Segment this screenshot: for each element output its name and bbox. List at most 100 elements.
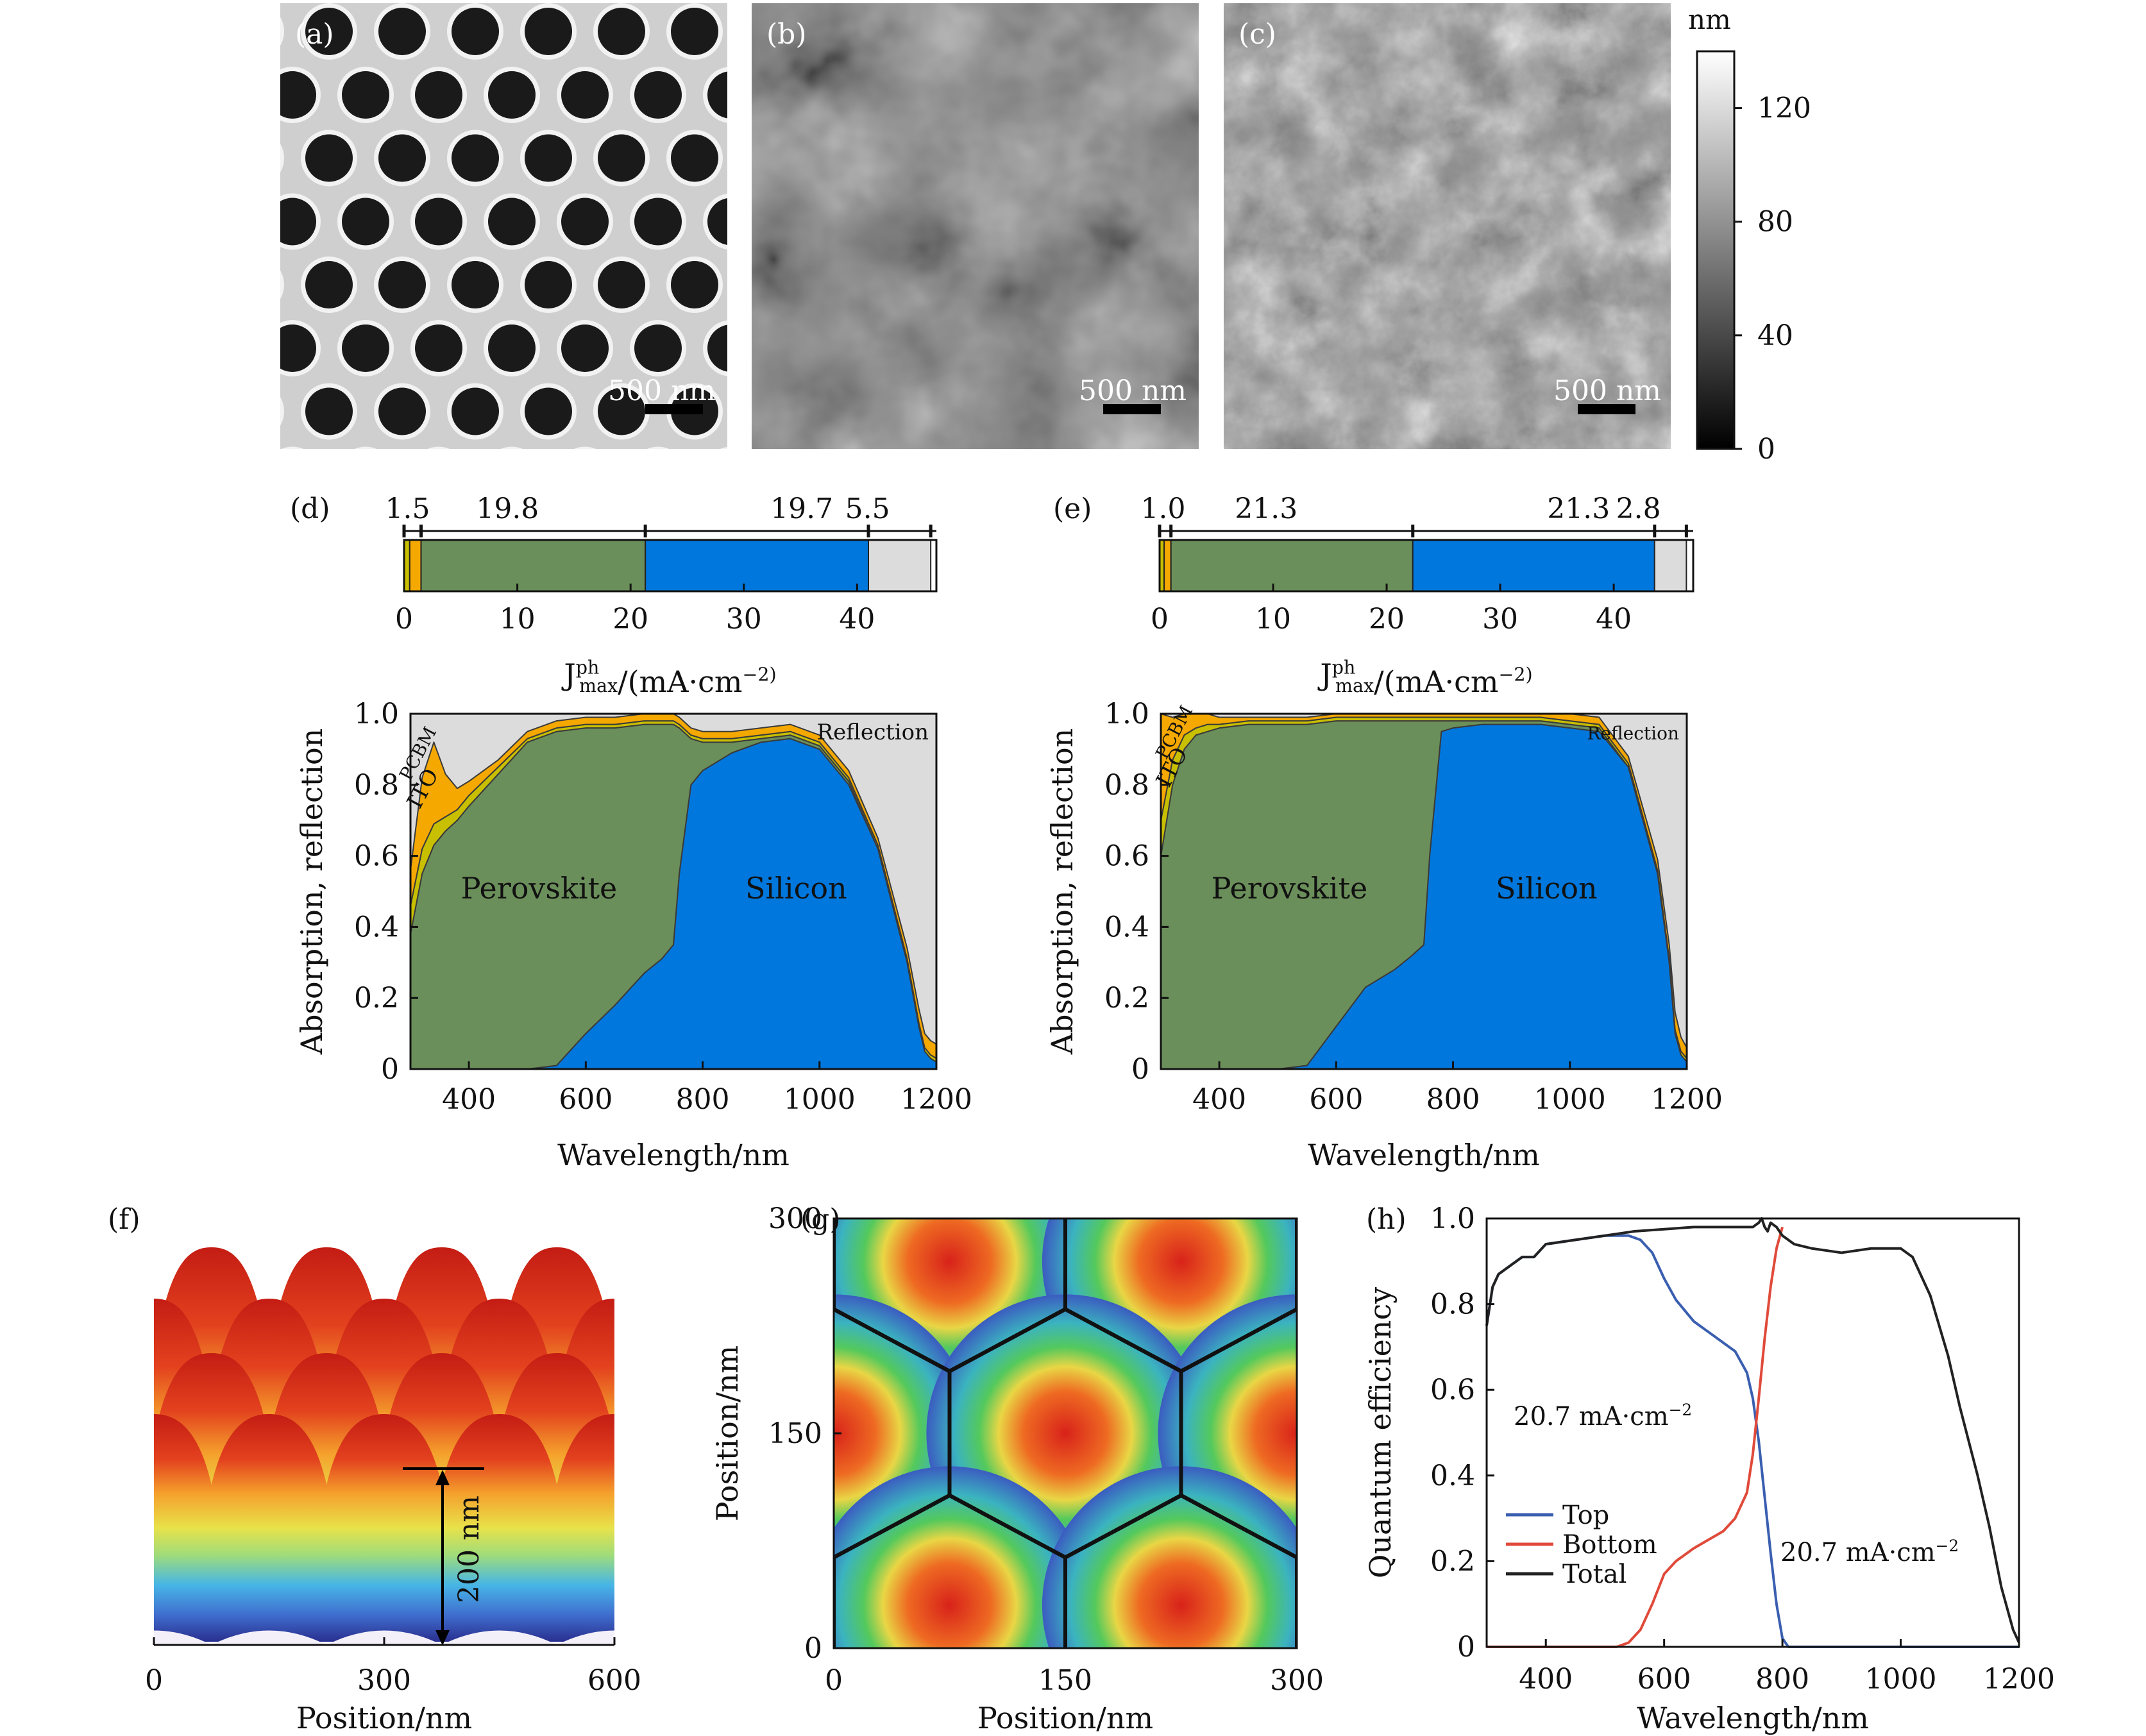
colorbar-unit: nm (1688, 4, 1731, 35)
h-x-tick-label: 1000 (1865, 1663, 1937, 1696)
bar-value-label: 21.3 (1235, 493, 1297, 525)
f-base-arc (557, 1630, 614, 1645)
f-base-arc (211, 1630, 327, 1645)
bar-segment-pcbm (1163, 539, 1172, 592)
area-x-tick-label: 800 (676, 1083, 730, 1116)
bar-value-label: 21.3 (1547, 493, 1610, 525)
h-y-tick-label: 1.0 (1430, 1202, 1475, 1235)
g-y-axis-label: Position/nm (710, 1345, 745, 1521)
h-frame (1485, 1217, 2020, 1648)
g-field-spot (834, 1466, 1089, 1648)
f-x-tick-label: 0 (145, 1664, 163, 1697)
area-x-tick-label: 1000 (1534, 1083, 1606, 1116)
bar-x-tick-label: 0 (395, 603, 413, 636)
bar-x-tick-label: 20 (1369, 603, 1405, 636)
panel-a-scale-label: 500 nm (608, 375, 716, 407)
h-annotation-bottom: 20.7 mA·cm−2 (1780, 1537, 1959, 1567)
bar-x-tick-label: 30 (1482, 603, 1518, 636)
area-x-tick-label: 800 (1426, 1083, 1480, 1116)
colorbar-tick-label: 40 (1757, 319, 1793, 352)
f-annotation-label: 200 nm (453, 1496, 486, 1603)
bar-x-tick-label: 10 (1255, 603, 1291, 636)
area-frame (1160, 712, 1688, 1070)
bar-x-tick-label: 20 (613, 603, 648, 636)
area-x-axis-label: Wavelength/nm (557, 1138, 790, 1172)
panel-b-label: (b) (766, 18, 807, 51)
panel-b-scale-bar (1103, 404, 1161, 414)
area-x-axis-label: Wavelength/nm (1308, 1138, 1540, 1172)
area-y-tick-label: 0.4 (354, 911, 399, 943)
area-y-axis-label: Absorption, reflection (1045, 729, 1079, 1056)
f-x-axis-label: Position/nm (296, 1701, 472, 1735)
area-label-reflection: Reflection (1587, 723, 1679, 744)
area-label-perovskite: Perovskite (1212, 871, 1368, 906)
bar-segment-silicon (1412, 539, 1655, 592)
chart-h: 400 600 800 1000 1200 0 0.2 0.4 0.6 0.8 1.0 Wavelen… (1363, 1202, 2055, 1735)
bar-x-tick-label: 10 (500, 603, 536, 636)
g-x-axis-label: Position/nm (977, 1701, 1153, 1735)
h-y-tick-label: 0.8 (1430, 1288, 1475, 1321)
area-x-tick-label: 400 (442, 1083, 496, 1116)
area-x-tick-label: 600 (1309, 1083, 1363, 1116)
chart-d-bar: 1.5 19.8 19.7 5.5 0 10 20 30 40 Jph max/(mA·cm−2) (… (290, 493, 938, 700)
h-line-total (1485, 1217, 2020, 1644)
area-label-silicon: Silicon (1496, 871, 1598, 906)
g-y-tick-label: 0 (804, 1632, 822, 1665)
area-label-reflection: Reflection (817, 720, 929, 745)
area-y-tick-label: 0 (381, 1053, 399, 1086)
colorbar-tick-label: 80 (1757, 206, 1793, 239)
bar-x-tick-label: 30 (726, 603, 762, 636)
f-dome (198, 1414, 340, 1642)
panel-f-field (154, 1218, 614, 1645)
h-y-tick-label: 0.6 (1430, 1374, 1475, 1406)
colorbar-tick-label: 120 (1757, 92, 1811, 125)
panel-b-image (752, 3, 1199, 449)
h-x-tick-label: 400 (1519, 1663, 1573, 1696)
panel-c-scale-bar (1578, 404, 1635, 414)
f-x-tick-label: 600 (587, 1664, 641, 1697)
panel-h-label: (h) (1366, 1203, 1407, 1236)
area-y-tick-label: 0.6 (1104, 840, 1149, 873)
bar-segment-reflection (868, 539, 932, 592)
area-y-tick-label: 0.8 (1104, 769, 1149, 802)
bar-x-axis-label: Jph max/(mA·cm−2) (561, 657, 776, 700)
bar-value-label: 19.8 (476, 493, 539, 525)
h-legend-label: Top (1562, 1501, 1609, 1530)
area-y-tick-label: 0.4 (1104, 911, 1149, 943)
g-hex-boundary (1063, 1218, 1297, 1374)
area-y-tick-label: 0.8 (354, 769, 399, 802)
panel-f-label: (f) (108, 1203, 140, 1236)
area-label-perovskite: Perovskite (461, 871, 618, 906)
f-dome (428, 1414, 570, 1642)
panel-a-label: (a) (295, 18, 334, 51)
area-label-silicon: Silicon (745, 871, 847, 906)
f-base-arc (441, 1630, 557, 1645)
h-line-bottom (1487, 1226, 1784, 1648)
h-y-tick-label: 0 (1457, 1631, 1475, 1664)
area-frame (409, 712, 938, 1070)
bar-segment-pcbm (409, 539, 422, 592)
g-x-tick-label: 0 (825, 1664, 843, 1697)
panel-a-image (280, 3, 727, 449)
panel-c: (c) 500 nm (1224, 3, 1671, 449)
h-x-tick-label: 600 (1637, 1663, 1691, 1696)
g-y-tick-label: 300 (768, 1202, 822, 1235)
g-hex-boundary (834, 1218, 1067, 1374)
bar-x-axis-label: Jph max/(mA·cm−2) (1317, 657, 1532, 700)
panel-c-scale-label: 500 nm (1553, 375, 1661, 407)
h-legend-label: Bottom (1562, 1530, 1657, 1560)
f-dome (543, 1414, 614, 1642)
bar-value-label: 19.7 (770, 493, 833, 525)
h-y-tick-label: 0.4 (1430, 1460, 1475, 1492)
area-y-tick-label: 0.2 (1104, 982, 1149, 1015)
area-x-tick-label: 600 (559, 1083, 613, 1116)
h-x-tick-label: 800 (1755, 1663, 1809, 1696)
h-x-axis-label: Wavelength/nm (1637, 1701, 1869, 1735)
f-arrow-head-up (435, 1470, 450, 1485)
panel-label: (e) (1053, 493, 1092, 525)
chart-e-area: 400 600 800 1000 1200 0 0.2 0.4 0.6 0.8 1.0 Wavelen… (1045, 698, 1723, 1172)
panel-a: (a) 500 nm (280, 3, 727, 449)
f-dome (313, 1414, 455, 1642)
h-legend-label: Total (1562, 1560, 1626, 1589)
